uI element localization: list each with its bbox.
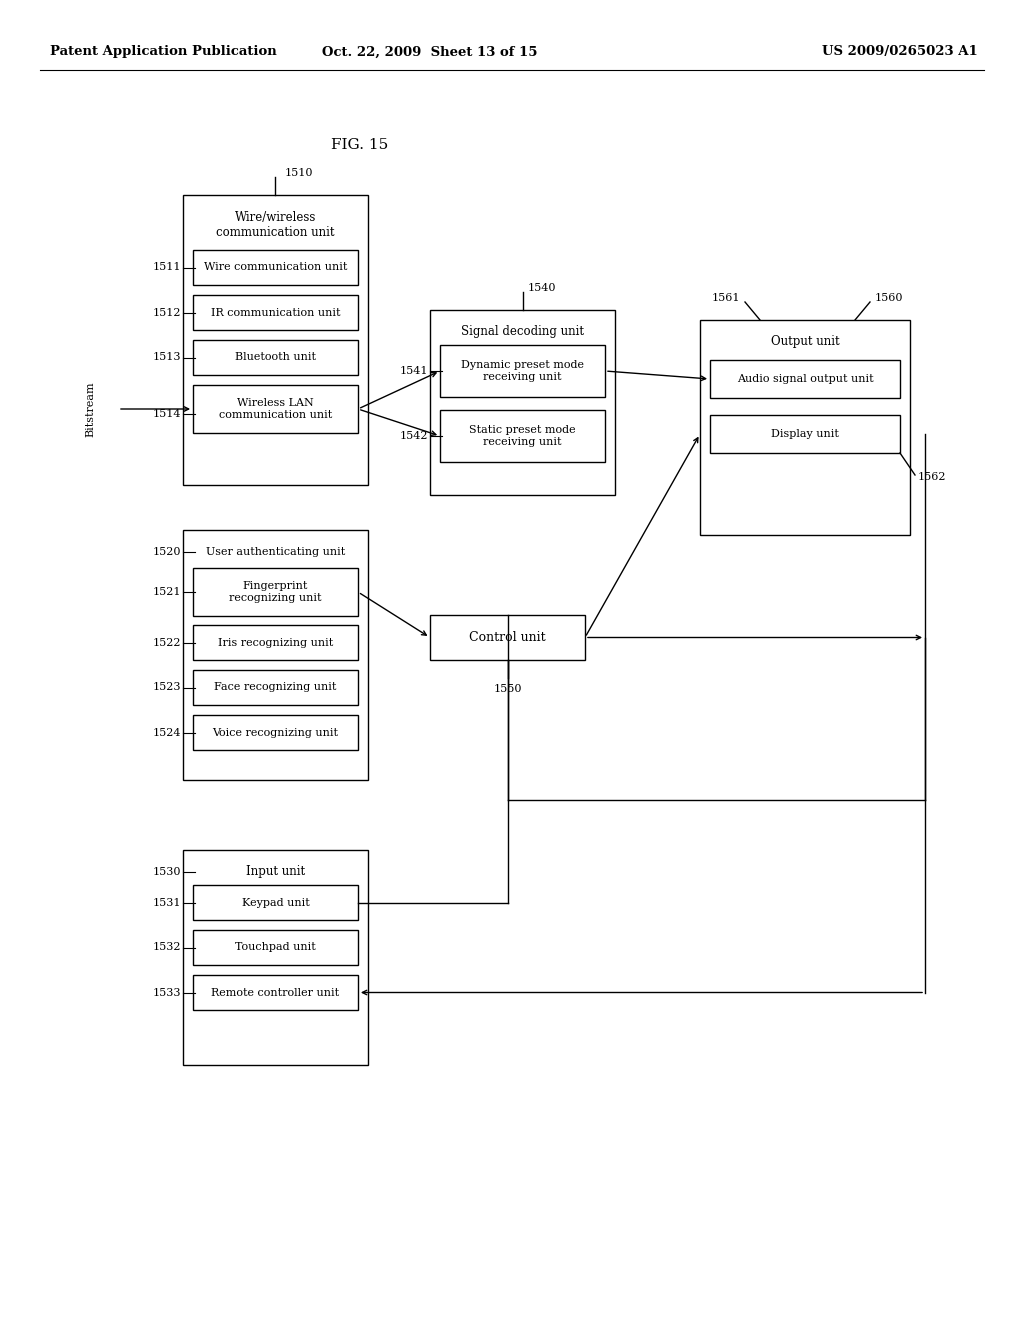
Text: Bluetooth unit: Bluetooth unit <box>234 352 316 363</box>
Text: Wire/wireless
communication unit: Wire/wireless communication unit <box>216 211 335 239</box>
Bar <box>183 195 368 484</box>
Text: User authenticating unit: User authenticating unit <box>206 546 345 557</box>
Text: Static preset mode
receiving unit: Static preset mode receiving unit <box>469 425 575 446</box>
Bar <box>193 931 358 965</box>
Bar <box>193 385 358 433</box>
Text: Face recognizing unit: Face recognizing unit <box>214 682 337 693</box>
Bar <box>710 414 900 453</box>
Text: Wire communication unit: Wire communication unit <box>204 263 347 272</box>
Bar <box>430 615 585 660</box>
Text: 1541: 1541 <box>399 366 428 376</box>
Text: 1550: 1550 <box>494 684 522 694</box>
Text: 1514: 1514 <box>153 409 181 418</box>
Text: Dynamic preset mode
receiving unit: Dynamic preset mode receiving unit <box>461 360 584 381</box>
Text: Wireless LAN
communication unit: Wireless LAN communication unit <box>219 399 332 420</box>
Text: 1522: 1522 <box>153 638 181 648</box>
Bar <box>430 310 615 495</box>
Bar <box>193 715 358 750</box>
Bar <box>193 568 358 616</box>
Bar <box>440 345 605 397</box>
Text: Display unit: Display unit <box>771 429 839 440</box>
Bar <box>183 850 368 1065</box>
Text: 1562: 1562 <box>918 473 946 482</box>
Text: 1513: 1513 <box>153 352 181 363</box>
Text: Touchpad unit: Touchpad unit <box>236 942 315 953</box>
Bar <box>710 360 900 399</box>
Text: 1524: 1524 <box>153 727 181 738</box>
Text: IR communication unit: IR communication unit <box>211 308 340 318</box>
Text: 1561: 1561 <box>712 293 740 304</box>
Text: 1510: 1510 <box>285 168 313 178</box>
Bar <box>193 671 358 705</box>
Text: Voice recognizing unit: Voice recognizing unit <box>213 727 339 738</box>
Text: 1540: 1540 <box>527 282 556 293</box>
Text: Remote controller unit: Remote controller unit <box>211 987 340 998</box>
Text: Output unit: Output unit <box>771 335 840 348</box>
Bar <box>193 341 358 375</box>
Text: Audio signal output unit: Audio signal output unit <box>736 374 873 384</box>
Text: Bitstream: Bitstream <box>85 381 95 437</box>
Bar <box>193 884 358 920</box>
Text: 1560: 1560 <box>874 293 903 304</box>
Text: Signal decoding unit: Signal decoding unit <box>461 326 584 338</box>
Text: Fingerprint
recognizing unit: Fingerprint recognizing unit <box>229 581 322 603</box>
Text: 1532: 1532 <box>153 942 181 953</box>
Text: 1512: 1512 <box>153 308 181 318</box>
Text: 1523: 1523 <box>153 682 181 693</box>
Text: FIG. 15: FIG. 15 <box>332 139 389 152</box>
Text: Patent Application Publication: Patent Application Publication <box>50 45 276 58</box>
Bar <box>193 624 358 660</box>
Text: Iris recognizing unit: Iris recognizing unit <box>218 638 333 648</box>
Text: 1542: 1542 <box>399 432 428 441</box>
Bar <box>193 249 358 285</box>
Text: 1533: 1533 <box>153 987 181 998</box>
Text: Keypad unit: Keypad unit <box>242 898 309 908</box>
Bar <box>193 975 358 1010</box>
Bar <box>700 319 910 535</box>
Text: 1521: 1521 <box>153 587 181 597</box>
Text: Control unit: Control unit <box>469 631 546 644</box>
Text: Input unit: Input unit <box>246 866 305 879</box>
Text: 1520: 1520 <box>153 546 181 557</box>
Bar <box>183 531 368 780</box>
Text: US 2009/0265023 A1: US 2009/0265023 A1 <box>822 45 978 58</box>
Text: 1531: 1531 <box>153 898 181 908</box>
Text: 1530: 1530 <box>153 867 181 876</box>
Bar <box>440 411 605 462</box>
Bar <box>193 294 358 330</box>
Text: Oct. 22, 2009  Sheet 13 of 15: Oct. 22, 2009 Sheet 13 of 15 <box>323 45 538 58</box>
Text: 1511: 1511 <box>153 263 181 272</box>
